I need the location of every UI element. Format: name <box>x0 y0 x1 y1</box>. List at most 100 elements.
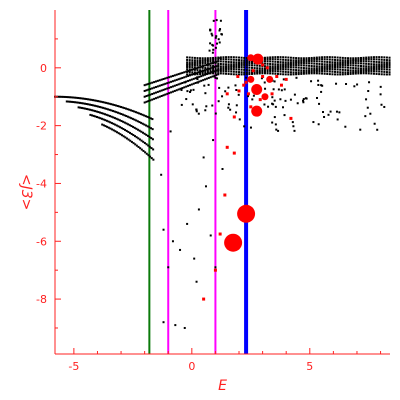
red-point-large <box>266 75 274 83</box>
black-point <box>334 63 337 66</box>
black-point <box>225 66 228 69</box>
black-point <box>171 90 174 93</box>
black-point <box>256 67 259 70</box>
black-point <box>238 118 241 121</box>
black-point <box>204 69 207 72</box>
black-point <box>362 65 365 68</box>
black-point <box>354 58 357 61</box>
black-point <box>153 86 156 89</box>
black-point <box>173 84 176 87</box>
black-point <box>158 90 161 93</box>
black-point <box>84 107 87 110</box>
black-point <box>370 60 373 63</box>
black-point <box>291 121 294 124</box>
black-point <box>225 72 228 75</box>
black-point <box>232 68 235 71</box>
black-point <box>317 123 320 126</box>
black-point <box>378 63 381 66</box>
black-point <box>219 58 222 61</box>
black-point <box>372 72 375 75</box>
black-point <box>300 69 303 72</box>
black-point <box>202 156 205 159</box>
black-point <box>328 63 331 66</box>
black-point <box>271 56 274 59</box>
black-point <box>370 65 373 68</box>
black-point <box>218 86 221 89</box>
black-point <box>274 72 277 75</box>
black-point <box>313 65 316 68</box>
black-point <box>385 63 388 66</box>
black-point <box>201 64 204 67</box>
red-point <box>249 105 253 109</box>
black-point <box>204 60 207 63</box>
black-point <box>145 143 148 146</box>
red-point-large <box>261 93 269 101</box>
black-point <box>297 62 300 65</box>
black-point <box>230 65 233 68</box>
black-point <box>388 71 391 74</box>
black-point <box>67 96 70 99</box>
black-point <box>322 111 325 114</box>
red-point <box>265 66 269 70</box>
black-point <box>219 56 222 59</box>
black-point <box>213 61 216 64</box>
black-point <box>336 66 339 69</box>
black-point <box>135 144 138 147</box>
black-point <box>214 72 217 75</box>
black-point <box>77 101 80 104</box>
black-point <box>188 56 191 59</box>
black-point <box>284 68 287 71</box>
black-point <box>126 108 129 111</box>
black-point <box>212 70 215 73</box>
black-point <box>166 87 169 90</box>
black-point <box>289 68 292 71</box>
black-point <box>125 129 128 132</box>
black-point <box>352 72 355 75</box>
black-point <box>88 98 91 101</box>
black-point <box>207 76 210 79</box>
black-point <box>222 65 225 68</box>
black-point <box>115 117 118 120</box>
black-point <box>310 58 313 61</box>
black-point <box>168 76 171 79</box>
black-point <box>287 73 290 76</box>
black-point <box>279 65 282 68</box>
black-point <box>380 64 383 67</box>
black-point <box>121 134 123 137</box>
black-point <box>339 71 342 74</box>
black-point <box>170 86 173 89</box>
black-point <box>336 59 339 62</box>
black-point <box>269 62 272 65</box>
black-point <box>295 69 298 72</box>
black-point <box>362 70 365 73</box>
black-point <box>177 78 180 81</box>
black-point <box>323 60 326 63</box>
black-point <box>138 121 141 124</box>
black-point <box>183 86 186 89</box>
black-point <box>245 69 248 72</box>
black-point <box>222 63 225 66</box>
red-point <box>279 83 283 87</box>
black-point <box>339 64 342 67</box>
black-point <box>175 89 178 92</box>
black-point <box>96 100 99 103</box>
black-point <box>315 58 318 61</box>
black-point <box>194 67 197 70</box>
black-point <box>378 73 381 76</box>
black-point <box>204 58 207 61</box>
black-point <box>189 89 192 92</box>
black-point <box>334 66 337 69</box>
black-point <box>196 81 199 84</box>
black-point <box>318 67 321 70</box>
black-point <box>92 114 95 117</box>
black-point <box>219 68 222 71</box>
black-point <box>282 61 285 64</box>
black-point <box>191 71 194 74</box>
black-point <box>263 69 266 72</box>
black-point <box>287 68 290 71</box>
black-point <box>195 110 198 113</box>
black-point <box>183 71 186 74</box>
black-point <box>196 73 199 76</box>
black-point <box>369 112 372 115</box>
black-point <box>93 99 96 102</box>
